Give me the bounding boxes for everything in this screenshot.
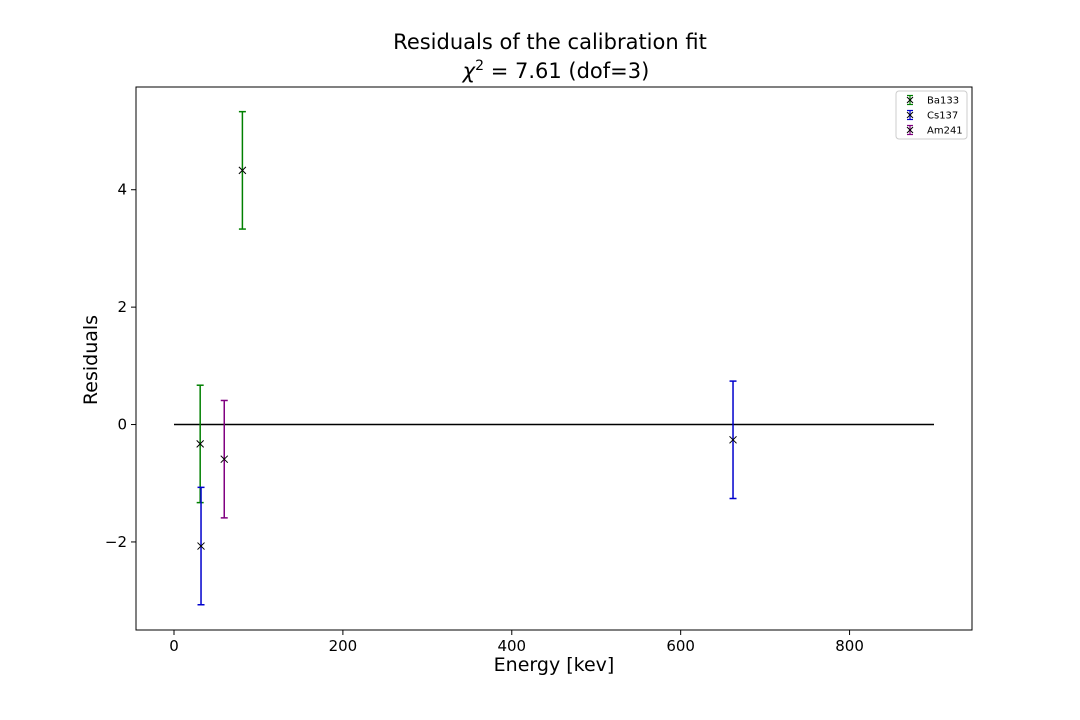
x-axis-label: Energy [kev] — [494, 654, 615, 676]
y-tick-label: 0 — [117, 416, 127, 434]
x-tick-label: 200 — [329, 637, 358, 655]
ticks-layer: 0 200 400 600 800 −2 0 2 4 — [105, 181, 864, 655]
x-tick-label: 600 — [666, 637, 695, 655]
x-tick-label: 0 — [169, 637, 179, 655]
y-tick-label: −2 — [105, 533, 127, 551]
x-tick-label: 800 — [835, 637, 864, 655]
chart-subtitle-superscript: 2 — [475, 58, 484, 74]
x-marker-stroke-b — [197, 542, 205, 550]
legend-frame — [895, 90, 968, 140]
legend-label: Cs137 — [927, 111, 958, 122]
legend-marker-stroke-b — [906, 96, 914, 104]
data-point-ba133-1 — [196, 384, 205, 504]
y-tick-label: 4 — [117, 181, 127, 199]
data-point-cs137-2 — [729, 380, 737, 500]
legend-marker-stroke-b — [906, 126, 914, 134]
data-point-ba133-2 — [238, 110, 247, 230]
legend-label: Ba133 — [927, 96, 959, 107]
data-point-cs137-1 — [197, 486, 205, 606]
legend-entries: Ba133 Cs137 Am241 — [906, 94, 963, 137]
plot-frame — [135, 86, 973, 631]
y-axis-label: Residuals — [80, 315, 102, 405]
x-marker-stroke-b — [729, 435, 737, 444]
legend: Ba133 Cs137 Am241 — [895, 90, 968, 140]
data-point-am241-1 — [220, 399, 229, 519]
legend-marker-stroke-b — [906, 111, 914, 119]
chart-subtitle-text: = 7.61 (dof=3) — [484, 59, 649, 83]
legend-entry-ba133: Ba133 — [906, 94, 959, 107]
chart-title: Residuals of the calibration fit — [393, 30, 707, 54]
y-tick-label: 2 — [117, 298, 127, 316]
legend-label: Am241 — [927, 126, 963, 137]
chart-subtitle: χ2 = 7.61 (dof=3) — [462, 58, 650, 83]
x-marker-stroke-b — [220, 455, 229, 464]
plot-layer — [174, 110, 934, 606]
x-marker-stroke-b — [196, 440, 205, 448]
legend-entry-am241: Am241 — [906, 124, 963, 137]
chart-subtitle-symbol: χ — [462, 59, 477, 83]
x-tick-label: 400 — [497, 637, 526, 655]
x-marker-stroke-b — [238, 166, 247, 175]
legend-entry-cs137: Cs137 — [906, 109, 958, 122]
